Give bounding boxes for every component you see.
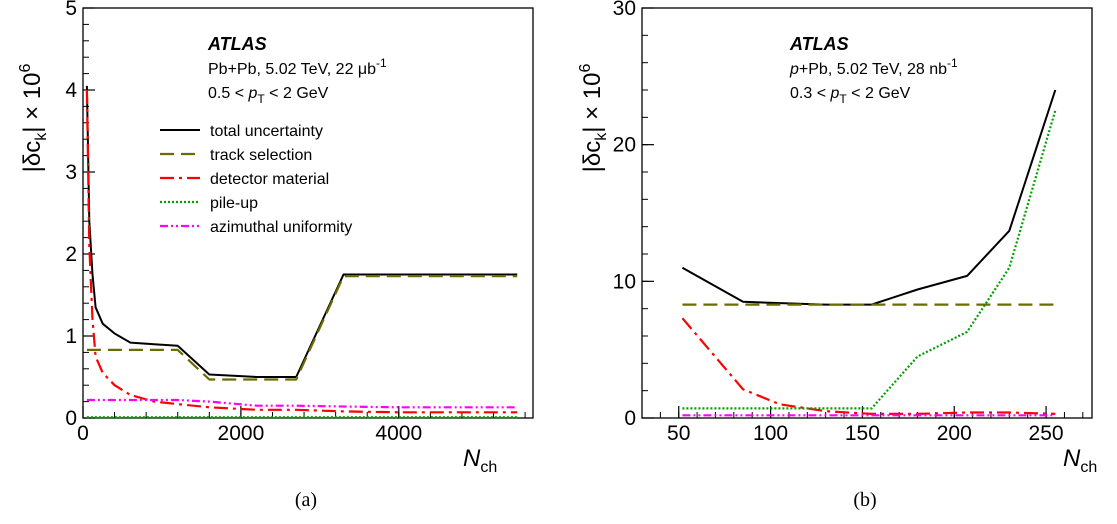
panel-a-y-tick-label: 1: [65, 325, 77, 348]
panel-a-series-layer: [85, 85, 518, 419]
legend-label-track-selection: track selection: [210, 147, 312, 164]
legend-label-azimuthal-uniformity: azimuthal uniformity: [210, 219, 352, 236]
series-pile-up-line-b: [682, 110, 1057, 410]
panel-b-frame: [641, 7, 1093, 419]
panel-b-y-tick-label: 20: [613, 134, 636, 157]
panel-b-x-tick-label: 200: [937, 422, 972, 445]
panel-a-x-axis: 0 2000 4000: [77, 406, 526, 445]
panel-b-series-layer: [681, 89, 1057, 417]
legend-label-pile-up: pile-up: [210, 195, 258, 212]
panel-a-collision-label: Pb+Pb, 5.02 TeV, 22 μb-1: [208, 56, 387, 78]
panel-b-y-tick-label: 0: [624, 407, 636, 430]
panel-a-label: (a): [295, 489, 317, 511]
panel-b: 50 100 150 200 250 0 10 20 30 |δck| × 106 Nch A…: [577, 0, 1097, 511]
panel-a-y-axis-title: |δck| × 106: [17, 64, 50, 173]
panel-b-y-axis: 0 10 20 30: [613, 0, 654, 430]
panel-b-y-axis-title: |δck| × 106: [577, 64, 610, 173]
legend-label-total-uncertainty: total uncertainty: [210, 123, 323, 140]
panel-a-legend: total uncertainty track selection detector…: [160, 123, 352, 236]
panel-b-pt-range-label: 0.3 < pT < 2 GeV: [790, 85, 911, 106]
panel-a-y-tick-label: 4: [65, 79, 77, 102]
series-detector-material-line-a: [85, 89, 518, 414]
panel-a-x-tick-label: 2000: [218, 422, 265, 445]
panel-a-experiment-label: ATLAS: [207, 34, 267, 54]
series-detector-material-line-b: [681, 317, 1056, 415]
panel-b-x-tick-label: 100: [753, 422, 788, 445]
panel-b-x-tick-label: 150: [845, 422, 880, 445]
panel-a-pt-range-label: 0.5 < pT < 2 GeV: [208, 85, 329, 106]
legend-label-detector-material: detector material: [210, 171, 329, 188]
panel-a-y-tick-label: 2: [65, 243, 77, 266]
panel-b-label: (b): [853, 489, 876, 511]
panel-a-y-tick-label: 5: [65, 0, 77, 20]
panel-a-y-axis: 0 1 2 3 4 5: [65, 0, 95, 430]
panel-b-collision-label: p+Pb, 5.02 TeV, 28 nb-1: [789, 56, 958, 78]
panel-b-x-tick-label: 50: [667, 422, 690, 445]
panel-a-x-tick-label: 0: [77, 422, 89, 445]
panel-a-y-tick-label: 0: [65, 407, 77, 430]
panel-b-y-tick-label: 30: [613, 0, 636, 20]
panel-a-x-axis-title: Nch: [463, 445, 497, 476]
panel-a-x-tick-label: 4000: [375, 422, 422, 445]
panel-b-x-tick-label: 250: [1029, 422, 1064, 445]
series-azimuthal-uniformity-line-a: [86, 398, 518, 409]
panel-b-x-axis-title: Nch: [1063, 445, 1097, 476]
panel-a: 0 2000 4000 0 1 2 3 4 5 |δck| × 106 Nch ATLAS P…: [17, 0, 534, 511]
series-total-uncertainty-line-b: [681, 89, 1057, 306]
series-track-selection-line-a: [86, 275, 518, 381]
panel-b-experiment-label: ATLAS: [789, 34, 849, 54]
panel-a-y-tick-label: 3: [65, 161, 77, 184]
panel-b-y-tick-label: 10: [613, 270, 636, 293]
